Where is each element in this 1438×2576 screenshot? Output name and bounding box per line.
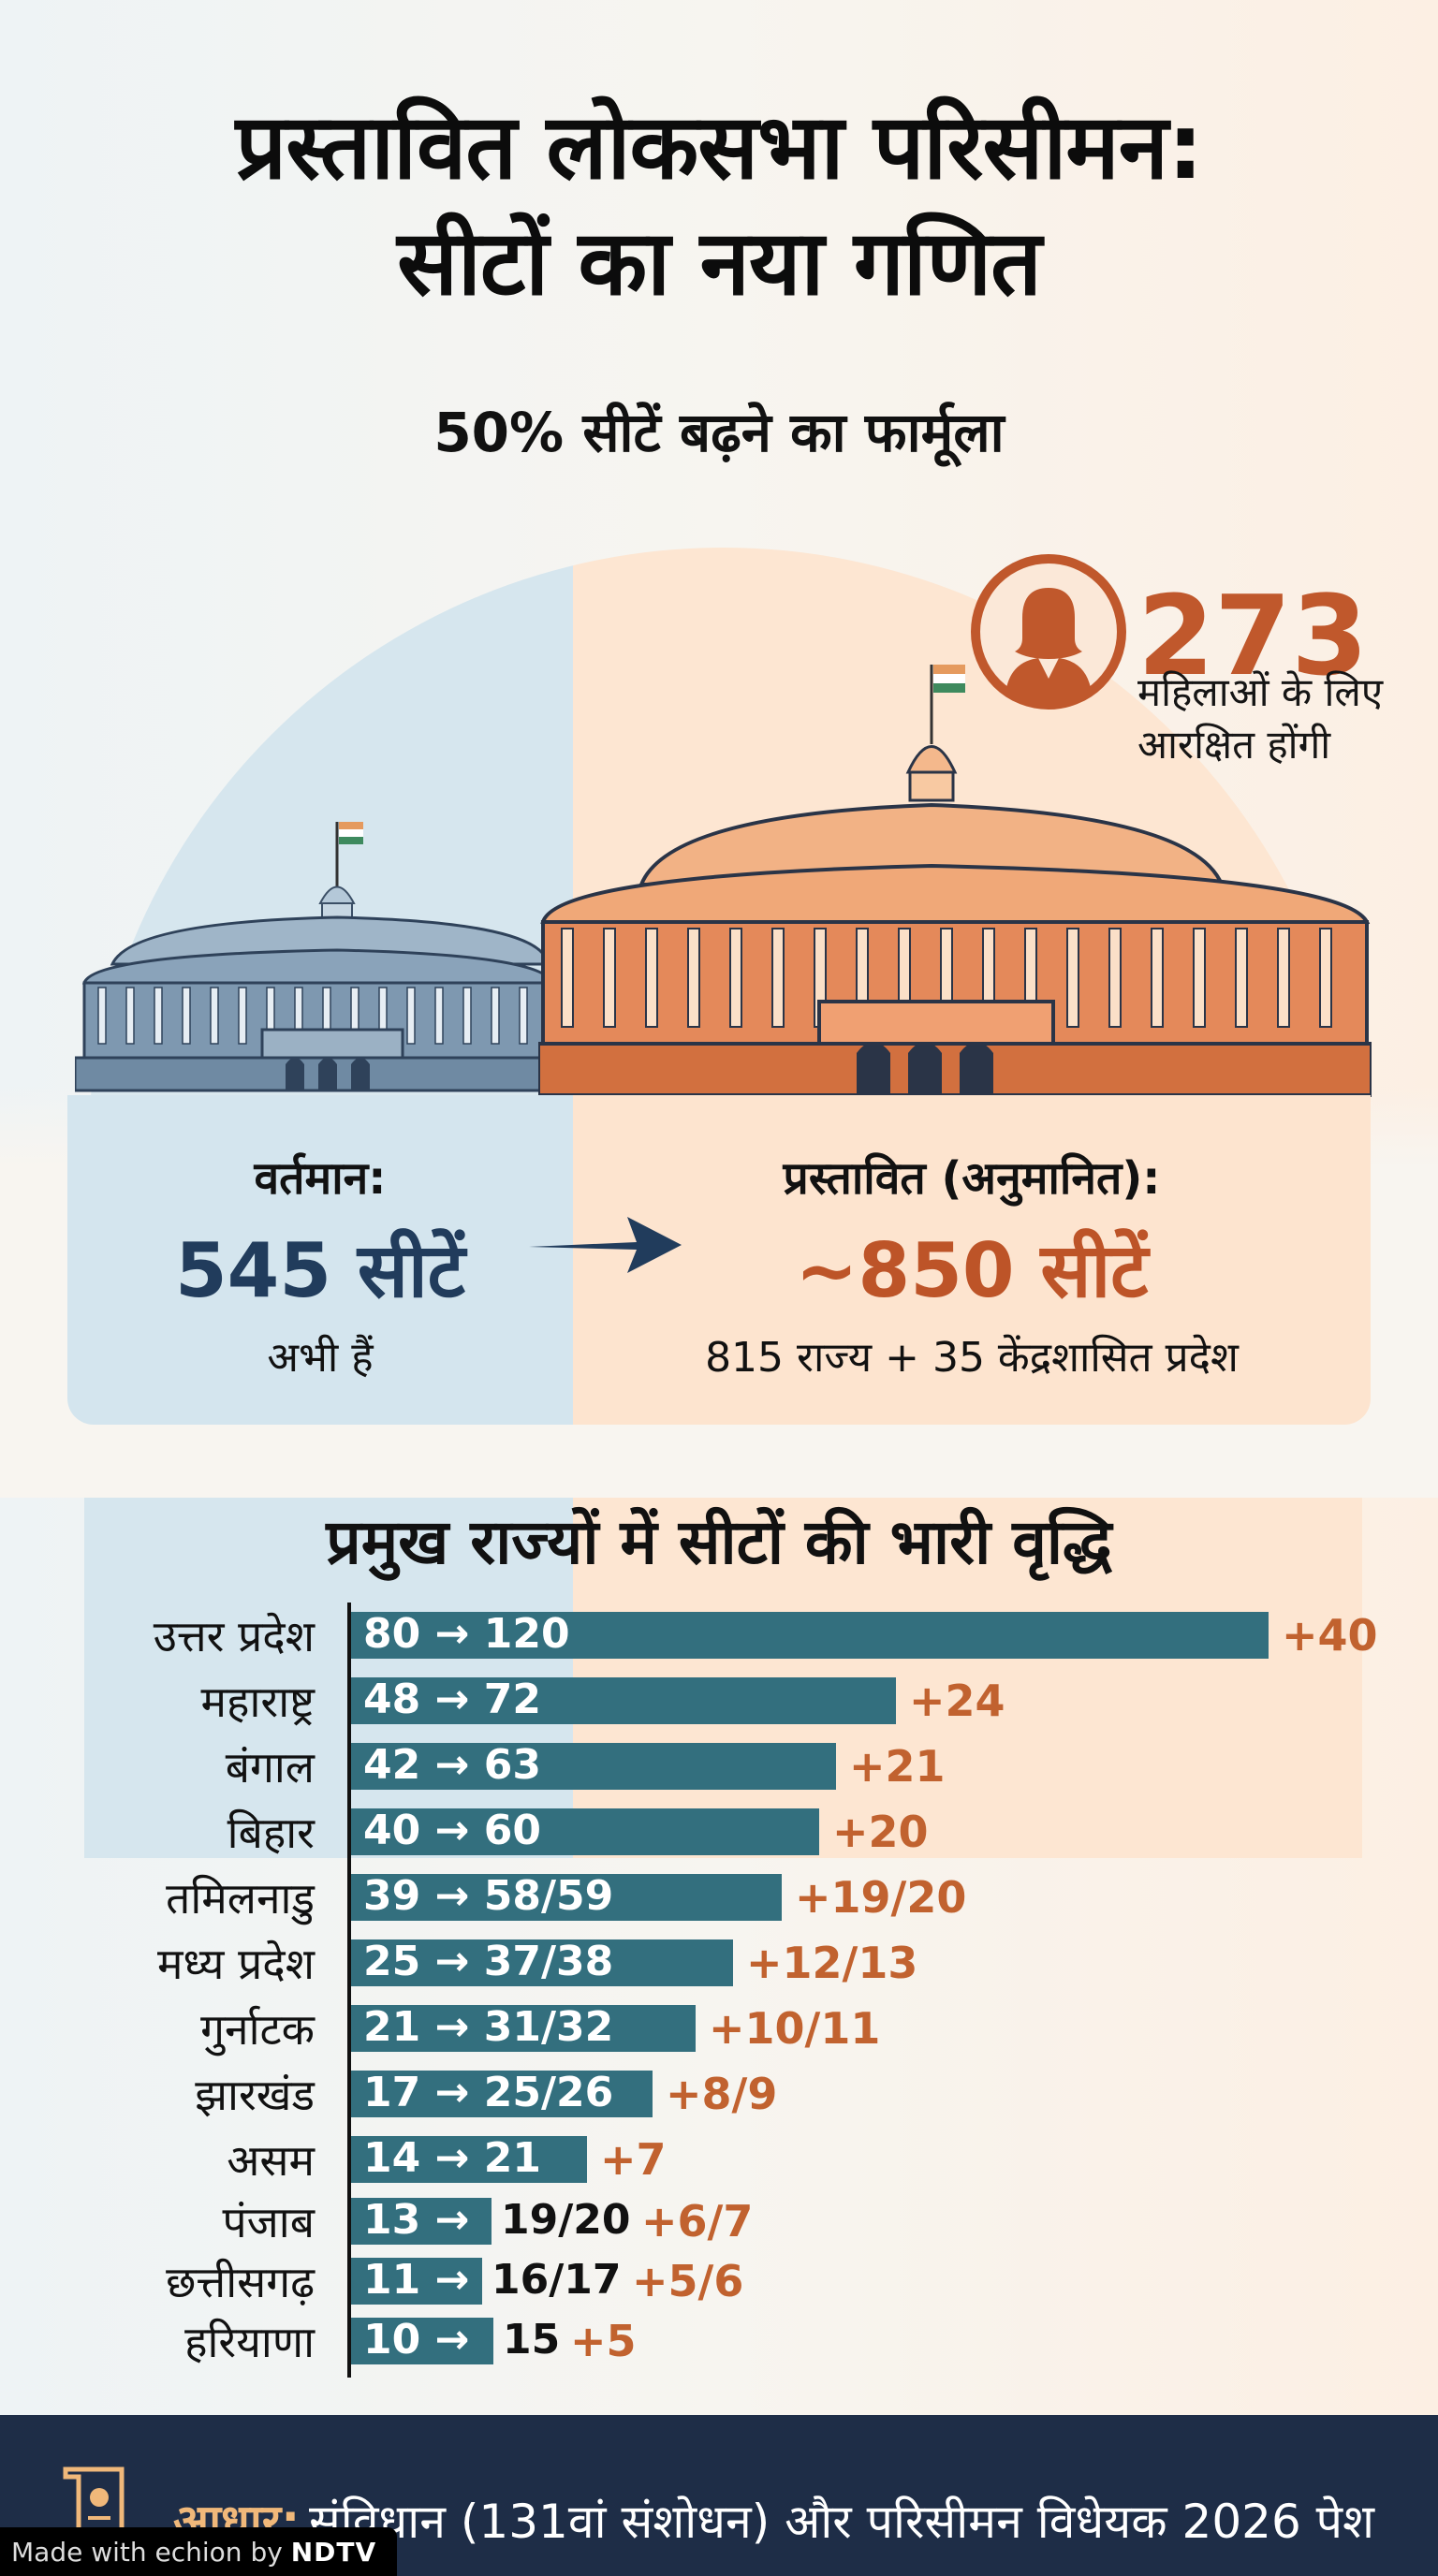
increase-label: +19/20 [795,1872,967,1923]
current-seats: 545 सीटें [175,1227,465,1314]
proposed-label: प्रस्तावित (अनुमानित): [783,1152,1161,1205]
ndtv-logo: NDTV [290,2537,377,2568]
state-label: गुर्नाटक [200,2004,315,2055]
state-label: पंजाब [222,2197,315,2247]
increase-label: +7 [600,2134,667,2185]
bar-value-label: 13 → [363,2196,470,2244]
increase-label: +20 [832,1807,929,1857]
increase-label: +21 [849,1741,946,1792]
proposed-value-label: 19/20 [501,2196,631,2244]
increase-label: +5/6 [632,2256,744,2306]
bar [351,1677,896,1724]
parliament-current-icon [75,822,552,1092]
chart-row: पंजाब 13 → 19/20 +6/7 [0,2196,1438,2248]
state-label: असम [227,2135,315,2186]
proposed-seats: ~850 सीटें [795,1227,1149,1314]
bar-value-label: 14 → 21 [363,2134,541,2182]
bar [351,2071,653,2117]
women-seats-caption: महिलाओं के लिए आरक्षित होंगी [1137,669,1384,768]
echion-logo: echion [154,2537,242,2568]
bar [351,1808,819,1855]
bar [351,2198,492,2245]
state-label: झारखंड [195,2070,315,2120]
chart-axis [347,1603,351,2378]
bar-value-label: 17 → 25/26 [363,2069,614,2116]
current-panel [67,1095,573,1425]
bar-value-label: 39 → 58/59 [363,1872,614,1920]
bar-value-label: 25 → 37/38 [363,1938,614,1985]
bar-value-label: 80 → 120 [363,1610,570,1658]
bar [351,1612,1269,1659]
increase-label: +10/11 [709,2003,881,2054]
bar-value-label: 11 → [363,2256,470,2304]
chart-row: उत्तर प्रदेश 80 → 120 +40 [0,1610,1438,1662]
chart-row: बंगाल 42 → 63 +21 [0,1741,1438,1793]
title-line-2: सीटों का नया गणित [397,211,1042,315]
state-label: बंगाल [225,1742,315,1793]
state-label: हरियाणा [184,2317,315,2367]
bar-value-label: 42 → 63 [363,1741,541,1789]
bar [351,2258,482,2305]
state-label: बिहार [227,1808,315,1858]
chart-title: प्रमुख राज्यों में सीटों की भारी वृद्धि [326,1506,1112,1578]
increase-label: +24 [909,1676,1005,1726]
bar [351,2136,587,2183]
bar-value-label: 48 → 72 [363,1676,541,1723]
bar [351,2005,696,2052]
current-label: वर्तमान: [254,1152,387,1205]
state-label: तमिलनाडु [166,1873,315,1924]
state-label: छत्तीसगढ़ [166,2257,315,2307]
state-label: उत्तर प्रदेश [153,1611,315,1661]
bar [351,2318,493,2364]
state-label: महाराष्ट्र [200,1676,315,1727]
chart-row: झारखंड 17 → 25/26 +8/9 [0,2069,1438,2121]
chart-row: मध्य प्रदेश 25 → 37/38 +12/13 [0,1938,1438,1990]
bar-value-label: 10 → [363,2316,470,2364]
arrow-right-icon [529,1217,682,1273]
page-title: प्रस्तावित लोकसभा परिसीमन: सीटों का नया … [0,89,1438,321]
state-label: मध्य प्रदेश [157,1939,315,1989]
increase-label: +6/7 [641,2196,754,2247]
bar [351,1743,836,1790]
proposed-value-label: 15 [503,2316,561,2364]
bar-value-label: 40 → 60 [363,1807,541,1854]
bar [351,1874,782,1921]
increase-label: +8/9 [666,2069,778,2119]
woman-icon [971,554,1126,710]
chart-row: असम 14 → 21 +7 [0,2134,1438,2187]
subtitle: 50% सीटें बढ़ने का फार्मूला [433,401,1005,464]
bar [351,1939,733,1986]
current-sub: अभी हैं [267,1334,374,1382]
proposed-sub: 815 राज्य + 35 केंद्रशासित प्रदेश [705,1334,1239,1382]
chart-row: छत्तीसगढ़ 11 → 16/17 +5/6 [0,2256,1438,2308]
chart-row: हरियाणा 10 → 15 +5 [0,2316,1438,2368]
women-seats-number: 273 [1137,571,1369,700]
bar-value-label: 21 → 31/32 [363,2003,614,2051]
chart-row: महाराष्ट्र 48 → 72 +24 [0,1676,1438,1728]
proposed-value-label: 16/17 [492,2256,622,2304]
chart-row: तमिलनाडु 39 → 58/59 +19/20 [0,1872,1438,1925]
made-with-badge[interactable]: Made with echion by NDTV [0,2527,397,2576]
increase-label: +12/13 [746,1938,918,1988]
chart-row: बिहार 40 → 60 +20 [0,1807,1438,1859]
parliament-proposed-icon [538,665,1372,1097]
increase-label: +5 [570,2316,637,2366]
title-line-1: प्रस्तावित लोकसभा परिसीमन: [235,95,1204,199]
increase-label: +40 [1282,1610,1378,1661]
footer-text: संविधान (131वां संशोधन) और परिसीमन विधेय… [309,2495,1375,2549]
proposed-panel [573,1095,1371,1425]
chart-row: गुर्नाटक 21 → 31/32 +10/11 [0,2003,1438,2056]
